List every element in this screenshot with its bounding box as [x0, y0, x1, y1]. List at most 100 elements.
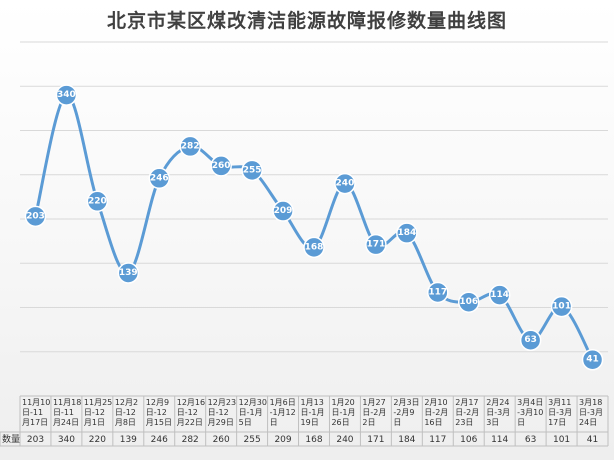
data-point — [86, 190, 109, 213]
table-value: 168 — [305, 435, 322, 445]
category-label: 日 — [393, 418, 401, 427]
category-label: 23日 — [455, 418, 473, 427]
data-point — [488, 284, 511, 306]
data-point — [550, 295, 573, 318]
category-label: 19日 — [301, 418, 319, 427]
data-label: 255 — [243, 165, 262, 175]
category-label: 12月9 — [146, 398, 169, 407]
category-label: 3月18 — [579, 398, 602, 407]
data-label: 340 — [57, 90, 76, 100]
table-value: 114 — [491, 435, 508, 445]
category-label: 日-12 — [177, 408, 198, 417]
category-label: 2月24 — [486, 398, 509, 407]
table-value: 246 — [151, 435, 168, 445]
data-point — [241, 159, 263, 182]
category-label: 11月25 — [84, 398, 112, 407]
category-label: 日-11 — [53, 408, 74, 417]
category-label: -1月12 — [270, 408, 296, 417]
data-label: 246 — [150, 173, 169, 183]
category-label: 日 — [270, 418, 278, 427]
table-row-header: 数量 — [2, 433, 20, 445]
category-label: 2月10 — [424, 398, 447, 407]
table-value: 171 — [367, 435, 384, 445]
category-label: 日-12 — [146, 408, 167, 417]
category-label: 日-3月 — [486, 408, 510, 417]
data-point — [365, 233, 387, 256]
category-label: 5日 — [239, 418, 252, 427]
data-point — [210, 155, 232, 177]
category-label: 3月11 — [548, 398, 571, 407]
data-label: 184 — [397, 228, 416, 238]
data-label: 41 — [586, 355, 599, 365]
table-value: 139 — [120, 435, 137, 445]
table-value: 41 — [587, 435, 598, 445]
chart-title: 北京市某区煤改清洁能源故障报修数量曲线图 — [106, 10, 507, 32]
data-label: 260 — [212, 161, 231, 171]
gridlines — [20, 41, 608, 397]
category-label: 3日 — [486, 418, 499, 427]
data-point — [55, 84, 78, 106]
data-label: 106 — [459, 297, 478, 307]
category-label: 日-12 — [84, 408, 105, 417]
data-point — [272, 200, 294, 222]
data-point — [396, 222, 418, 244]
category-label: 月15日 — [146, 418, 172, 427]
table-value: 106 — [460, 435, 477, 445]
data-point — [519, 329, 542, 351]
table-value: 260 — [213, 435, 230, 445]
series-line — [33, 93, 595, 362]
category-label: 日-2月 — [455, 408, 479, 417]
data-label: 240 — [336, 179, 355, 189]
category-label: 月29日 — [208, 418, 234, 427]
category-label: 11月18 — [53, 398, 81, 407]
data-points: 203 340 220 139 246 282 260 255 209 168 240 171 184 1… — [24, 84, 604, 371]
data-point — [303, 236, 325, 259]
table-value: 63 — [525, 435, 536, 445]
category-label: -2月9 — [393, 408, 414, 417]
category-label: 月8日 — [115, 418, 136, 427]
category-label: 17日 — [548, 418, 566, 427]
data-point — [24, 205, 47, 228]
category-label: 24日 — [579, 418, 597, 427]
data-label: 117 — [428, 287, 447, 297]
table-value: 203 — [27, 435, 44, 445]
category-label: 12月30 — [239, 398, 267, 407]
data-label: 209 — [274, 206, 293, 216]
category-label: 日-1月 — [331, 408, 355, 417]
table-value: 101 — [553, 435, 570, 445]
table-value: 240 — [336, 435, 353, 445]
category-label: 日-2月 — [362, 408, 386, 417]
category-label: 12月16 — [177, 398, 205, 407]
data-point — [148, 167, 171, 190]
data-label: 101 — [552, 302, 571, 312]
category-label: 月22日 — [177, 418, 203, 427]
table-value: 117 — [429, 435, 446, 445]
category-label: 日-3月 — [579, 408, 603, 417]
category-label: 2日 — [362, 418, 375, 427]
table-value: 220 — [89, 435, 106, 445]
category-label: 日-12 — [208, 408, 229, 417]
category-label: 1月6日 — [270, 398, 296, 407]
data-label: 139 — [119, 268, 138, 278]
category-label: 日-1月 — [239, 408, 263, 417]
data-label: 114 — [490, 290, 509, 300]
category-label: 2月3日 — [393, 398, 419, 407]
table-value: 340 — [58, 435, 75, 445]
category-label: 日-11 — [22, 408, 43, 417]
category-label: 3月4日 — [517, 398, 543, 407]
data-label: 282 — [181, 141, 200, 151]
category-label: 日-3月 — [548, 408, 572, 417]
category-label: 2月17 — [455, 398, 478, 407]
category-label: 26日 — [331, 418, 349, 427]
category-label: 11月10 — [22, 398, 50, 407]
data-label: 168 — [305, 242, 324, 252]
category-label: 12月23 — [208, 398, 236, 407]
category-label: 12月2 — [115, 398, 138, 407]
category-label: 日-1月 — [301, 408, 325, 417]
category-label: 日-2月 — [424, 408, 448, 417]
table-value: 209 — [274, 435, 291, 445]
category-label: 1月13 — [301, 398, 324, 407]
data-point — [117, 262, 140, 284]
table-value: 184 — [398, 435, 415, 445]
